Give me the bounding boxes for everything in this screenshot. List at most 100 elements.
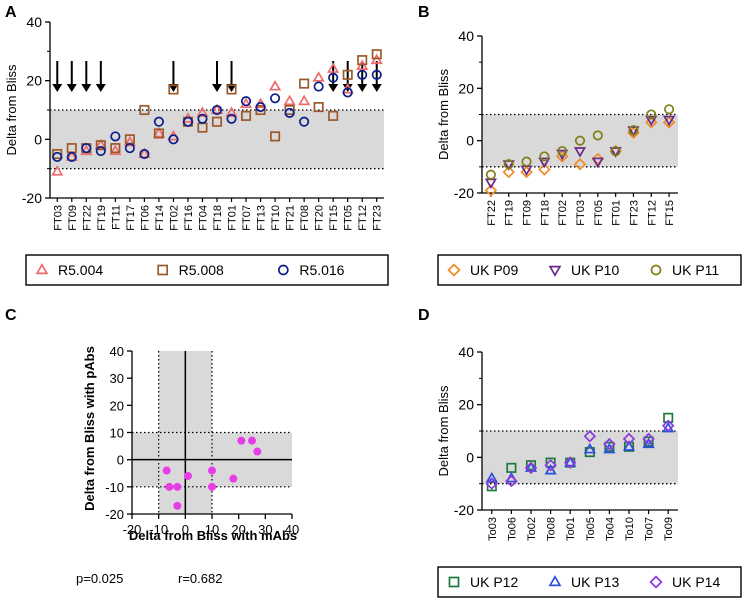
legend-marker-uk-p13 bbox=[548, 575, 562, 587]
y-tick-label: 0 bbox=[117, 453, 124, 468]
point-r5-008 bbox=[240, 110, 252, 121]
x-tick-label: -20 bbox=[123, 522, 142, 537]
legend-marker-uk-p09 bbox=[447, 263, 461, 277]
point-uk-p10 bbox=[591, 157, 604, 169]
point-r5-016 bbox=[110, 131, 121, 142]
point-uk-p10 bbox=[538, 157, 551, 169]
legend-label-uk-p12: UK P12 bbox=[470, 574, 518, 590]
legend-box bbox=[437, 566, 742, 598]
x-tick-label-ft02: FT02 bbox=[557, 200, 569, 226]
x-tick-label-ft04: FT04 bbox=[197, 205, 209, 231]
y-tick-label: 20 bbox=[458, 397, 474, 413]
point-uk-p14 bbox=[505, 474, 518, 488]
legend-marker-r5-016 bbox=[277, 264, 289, 276]
panel-c-letter: C bbox=[5, 307, 17, 324]
point-r5-004 bbox=[239, 97, 253, 109]
y-tick-label: 40 bbox=[458, 28, 474, 44]
point-uk-p09 bbox=[662, 116, 676, 129]
arrow-head bbox=[212, 84, 222, 92]
point-r5-008 bbox=[139, 104, 150, 116]
point-uk-p14 bbox=[661, 419, 675, 432]
point-uk-p14 bbox=[524, 461, 538, 475]
point-r5-016 bbox=[168, 134, 179, 145]
point-uk-p12 bbox=[604, 441, 615, 452]
x-tick-label-ft05: FT05 bbox=[593, 200, 605, 226]
point-r5-008 bbox=[284, 104, 295, 116]
y-tick-label: -20 bbox=[454, 185, 474, 201]
point-r5-016 bbox=[313, 81, 324, 92]
arrow-head bbox=[81, 84, 92, 92]
point-r5-008 bbox=[95, 140, 106, 151]
point-r5-004 bbox=[94, 138, 107, 150]
x-tick-label-to10: To10 bbox=[624, 517, 636, 541]
point-uk-p13 bbox=[544, 463, 557, 475]
point-r5-016 bbox=[182, 116, 194, 127]
point-r5-008 bbox=[255, 104, 266, 116]
point-r5-008 bbox=[153, 128, 164, 139]
point-r5-008 bbox=[52, 148, 63, 160]
arrow-head bbox=[95, 84, 106, 92]
x-tick-label-ft17: FT17 bbox=[125, 205, 137, 231]
point-uk-p10 bbox=[645, 115, 658, 127]
band-shading bbox=[50, 110, 384, 169]
point-r5-016 bbox=[211, 104, 223, 116]
x-tick-label-ft07: FT07 bbox=[241, 205, 253, 231]
point-r5-008 bbox=[299, 78, 310, 89]
point-uk-p13 bbox=[564, 456, 577, 467]
x-tick-label-ft16: FT16 bbox=[183, 205, 195, 231]
r-value-text: r=0.682 bbox=[178, 571, 222, 586]
point-uk-p11 bbox=[503, 159, 514, 170]
point-r5-016 bbox=[342, 87, 353, 98]
x-tick-label-ft23: FT23 bbox=[372, 205, 384, 231]
p-value-text: p=0.025 bbox=[76, 571, 123, 586]
point-r5-016 bbox=[226, 113, 237, 124]
point-r5-008 bbox=[357, 55, 368, 66]
point-r5-004 bbox=[283, 94, 296, 106]
x-tick-label: 40 bbox=[285, 522, 299, 537]
point-r5-016 bbox=[52, 151, 63, 162]
point-r5-016 bbox=[139, 148, 150, 160]
point-r5-004 bbox=[51, 165, 64, 176]
y-axis-label: Delta from Bliss bbox=[436, 385, 451, 477]
point-r5-004 bbox=[312, 71, 325, 82]
point-r5-004 bbox=[268, 80, 282, 91]
legend-label-r5-016: R5.016 bbox=[299, 262, 344, 278]
point-r5-004 bbox=[80, 144, 93, 156]
x-tick-label-to02: To02 bbox=[526, 517, 538, 541]
panel-b: B -20 0 20 40 Delta from Bliss FT22 FT19 FT09 FT… bbox=[418, 4, 742, 286]
point-r5-008 bbox=[328, 110, 339, 121]
point-uk-p11 bbox=[592, 130, 603, 141]
point-uk-p11 bbox=[664, 104, 675, 115]
point-uk-p14 bbox=[544, 458, 557, 472]
point-r5-016 bbox=[81, 143, 92, 154]
point-uk-p13 bbox=[485, 471, 498, 483]
y-tick-label: 30 bbox=[110, 371, 124, 386]
point-r5-004 bbox=[109, 144, 122, 156]
point-r5-016 bbox=[124, 143, 135, 154]
point-uk-p09 bbox=[591, 152, 605, 166]
correlation-point bbox=[208, 482, 216, 491]
panel-c-plot: -20 -10 0 10 20 30 40 -20 -10 0 10 20 30 40 Delta from… bbox=[82, 344, 299, 537]
x-tick-label-to06: To06 bbox=[506, 517, 518, 541]
point-uk-p12 bbox=[643, 436, 654, 447]
point-r5-016 bbox=[299, 116, 310, 127]
x-tick-label-ft22: FT22 bbox=[486, 200, 498, 226]
point-r5-016 bbox=[255, 102, 266, 113]
point-r5-016 bbox=[197, 113, 208, 124]
arrow-head bbox=[328, 84, 339, 92]
point-r5-016 bbox=[328, 72, 339, 83]
point-uk-p10 bbox=[627, 126, 640, 137]
point-r5-008 bbox=[270, 131, 281, 142]
correlation-point bbox=[162, 466, 171, 475]
point-uk-p09 bbox=[502, 165, 515, 179]
arrow-head bbox=[371, 84, 382, 92]
x-tick-label-ft01: FT01 bbox=[227, 205, 239, 231]
legend-label-r5-004: R5.004 bbox=[58, 262, 103, 278]
point-r5-004 bbox=[327, 62, 340, 73]
x-tick-label-ft12: FT12 bbox=[646, 200, 658, 226]
point-r5-004 bbox=[196, 106, 209, 117]
panel-a-letter: A bbox=[5, 4, 17, 21]
y-tick-label: -20 bbox=[22, 190, 42, 206]
